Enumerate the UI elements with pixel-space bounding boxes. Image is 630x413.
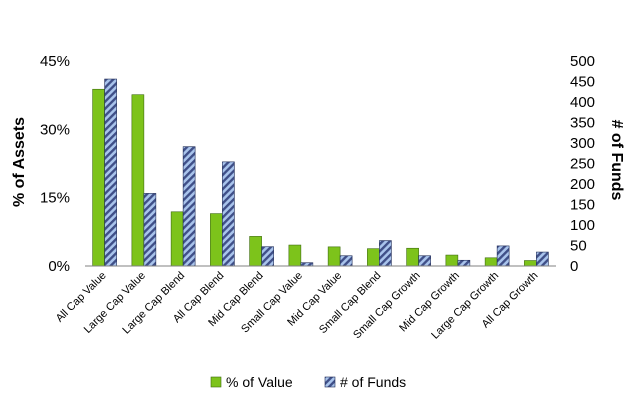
y2-tick-label: 500	[570, 53, 595, 70]
bar-funds	[536, 251, 549, 267]
y2-tick-label: 400	[570, 94, 595, 111]
y2-tick-label: 150	[570, 197, 595, 214]
category-label: Large Cap Growth	[429, 270, 501, 342]
y2-axis-title: # of Funds	[608, 120, 625, 201]
legend-swatch-funds	[324, 376, 336, 388]
bar-funds	[339, 255, 353, 267]
y2-tick-label: 450	[570, 74, 595, 91]
bar-value	[406, 247, 419, 267]
y2-tick-label: 0	[570, 258, 578, 275]
y2-tick-label: 250	[570, 156, 595, 173]
bars	[92, 78, 549, 267]
bar-value	[445, 254, 459, 267]
y-tick-label: 30%	[40, 121, 70, 138]
bar-funds	[261, 246, 274, 267]
bar-funds	[457, 259, 471, 267]
bar-value	[249, 236, 262, 267]
left-axis-ticks: 0% 15% 30% 45%	[40, 53, 70, 275]
bar-funds	[143, 193, 157, 267]
bar-funds	[496, 245, 510, 267]
y2-tick-label: 50	[570, 238, 587, 255]
y2-tick-label: 200	[570, 176, 595, 193]
legend-swatch-value	[210, 376, 222, 388]
bar-value	[327, 246, 341, 267]
right-axis-ticks: 0 50 100 150 200 250 300 350 400 450 500	[570, 53, 595, 275]
bar-funds	[104, 78, 117, 267]
y-tick-label: 45%	[40, 53, 70, 70]
y-tick-label: 15%	[40, 190, 70, 207]
y2-tick-label: 350	[570, 115, 595, 132]
bar-value	[92, 88, 105, 267]
bar-value	[288, 244, 302, 267]
y2-tick-label: 100	[570, 217, 595, 234]
category-label: Small Cap Growth	[351, 270, 423, 342]
bar-value	[484, 257, 498, 267]
bar-value	[210, 213, 223, 267]
bar-value	[367, 248, 380, 267]
y2-tick-label: 300	[570, 135, 595, 152]
legend-label-value: % of Value	[226, 374, 293, 390]
legend: % of Value # of Funds	[210, 374, 406, 390]
legend-label-funds: # of Funds	[340, 374, 406, 390]
bar-funds	[418, 255, 431, 267]
bar-value	[170, 211, 184, 267]
bar-funds	[182, 146, 196, 267]
bar-value	[131, 94, 145, 267]
bar-value	[524, 260, 537, 267]
bar-funds	[379, 240, 392, 267]
y-tick-label: 0%	[48, 258, 70, 275]
y-axis-title: % of Assets	[11, 117, 28, 207]
bar-funds	[222, 161, 235, 267]
